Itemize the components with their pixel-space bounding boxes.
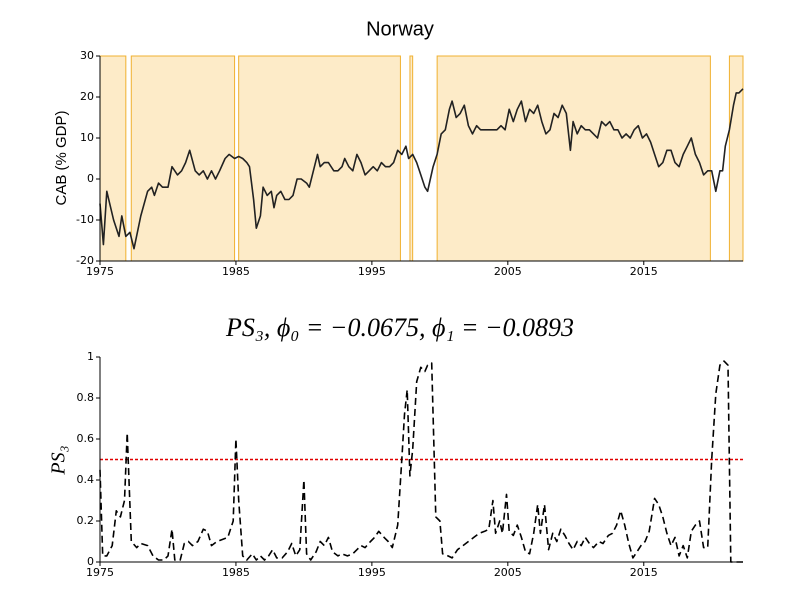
- data-line: [99, 88, 744, 250]
- chart-title: Norway: [366, 18, 434, 40]
- y-tick-label: 0.8: [77, 391, 95, 404]
- y-tick-label: 10: [80, 131, 94, 144]
- y-tick-label: 0.6: [77, 432, 95, 445]
- x-tick-label: 1975: [86, 566, 114, 579]
- x-tick-label: 2005: [494, 566, 522, 579]
- x-tick-label: 1975: [86, 265, 114, 278]
- y-tick-label: 1: [87, 350, 94, 363]
- y-axis-label: PS₃: [48, 445, 70, 475]
- y-tick-label: 0: [87, 172, 94, 185]
- shaded-region: [436, 55, 711, 262]
- chart-title: PS₃, ϕ₀ = −0.0675, ϕ₁ = −0.0893: [225, 313, 574, 342]
- shaded-region: [238, 55, 401, 262]
- x-tick-label: 1995: [358, 265, 386, 278]
- y-tick-label: 30: [80, 49, 94, 62]
- data-line: [99, 360, 743, 563]
- y-tick-label: 0: [87, 555, 94, 568]
- y-tick-label: -10: [76, 213, 94, 226]
- y-tick-label: -20: [76, 254, 94, 267]
- shaded-region: [728, 55, 744, 262]
- x-tick-label: 2015: [630, 566, 658, 579]
- y-axis-label: CAB (% GDP): [53, 110, 70, 205]
- x-tick-label: 1985: [222, 566, 250, 579]
- y-tick-label: 0.2: [77, 514, 95, 527]
- shaded-region: [130, 55, 236, 262]
- x-tick-label: 2015: [630, 265, 658, 278]
- x-tick-label: 1985: [222, 265, 250, 278]
- y-tick-label: 0.4: [77, 473, 95, 486]
- x-tick-label: 1995: [358, 566, 386, 579]
- x-tick-label: 2005: [494, 265, 522, 278]
- y-tick-label: 20: [80, 90, 94, 103]
- shaded-region: [409, 55, 414, 262]
